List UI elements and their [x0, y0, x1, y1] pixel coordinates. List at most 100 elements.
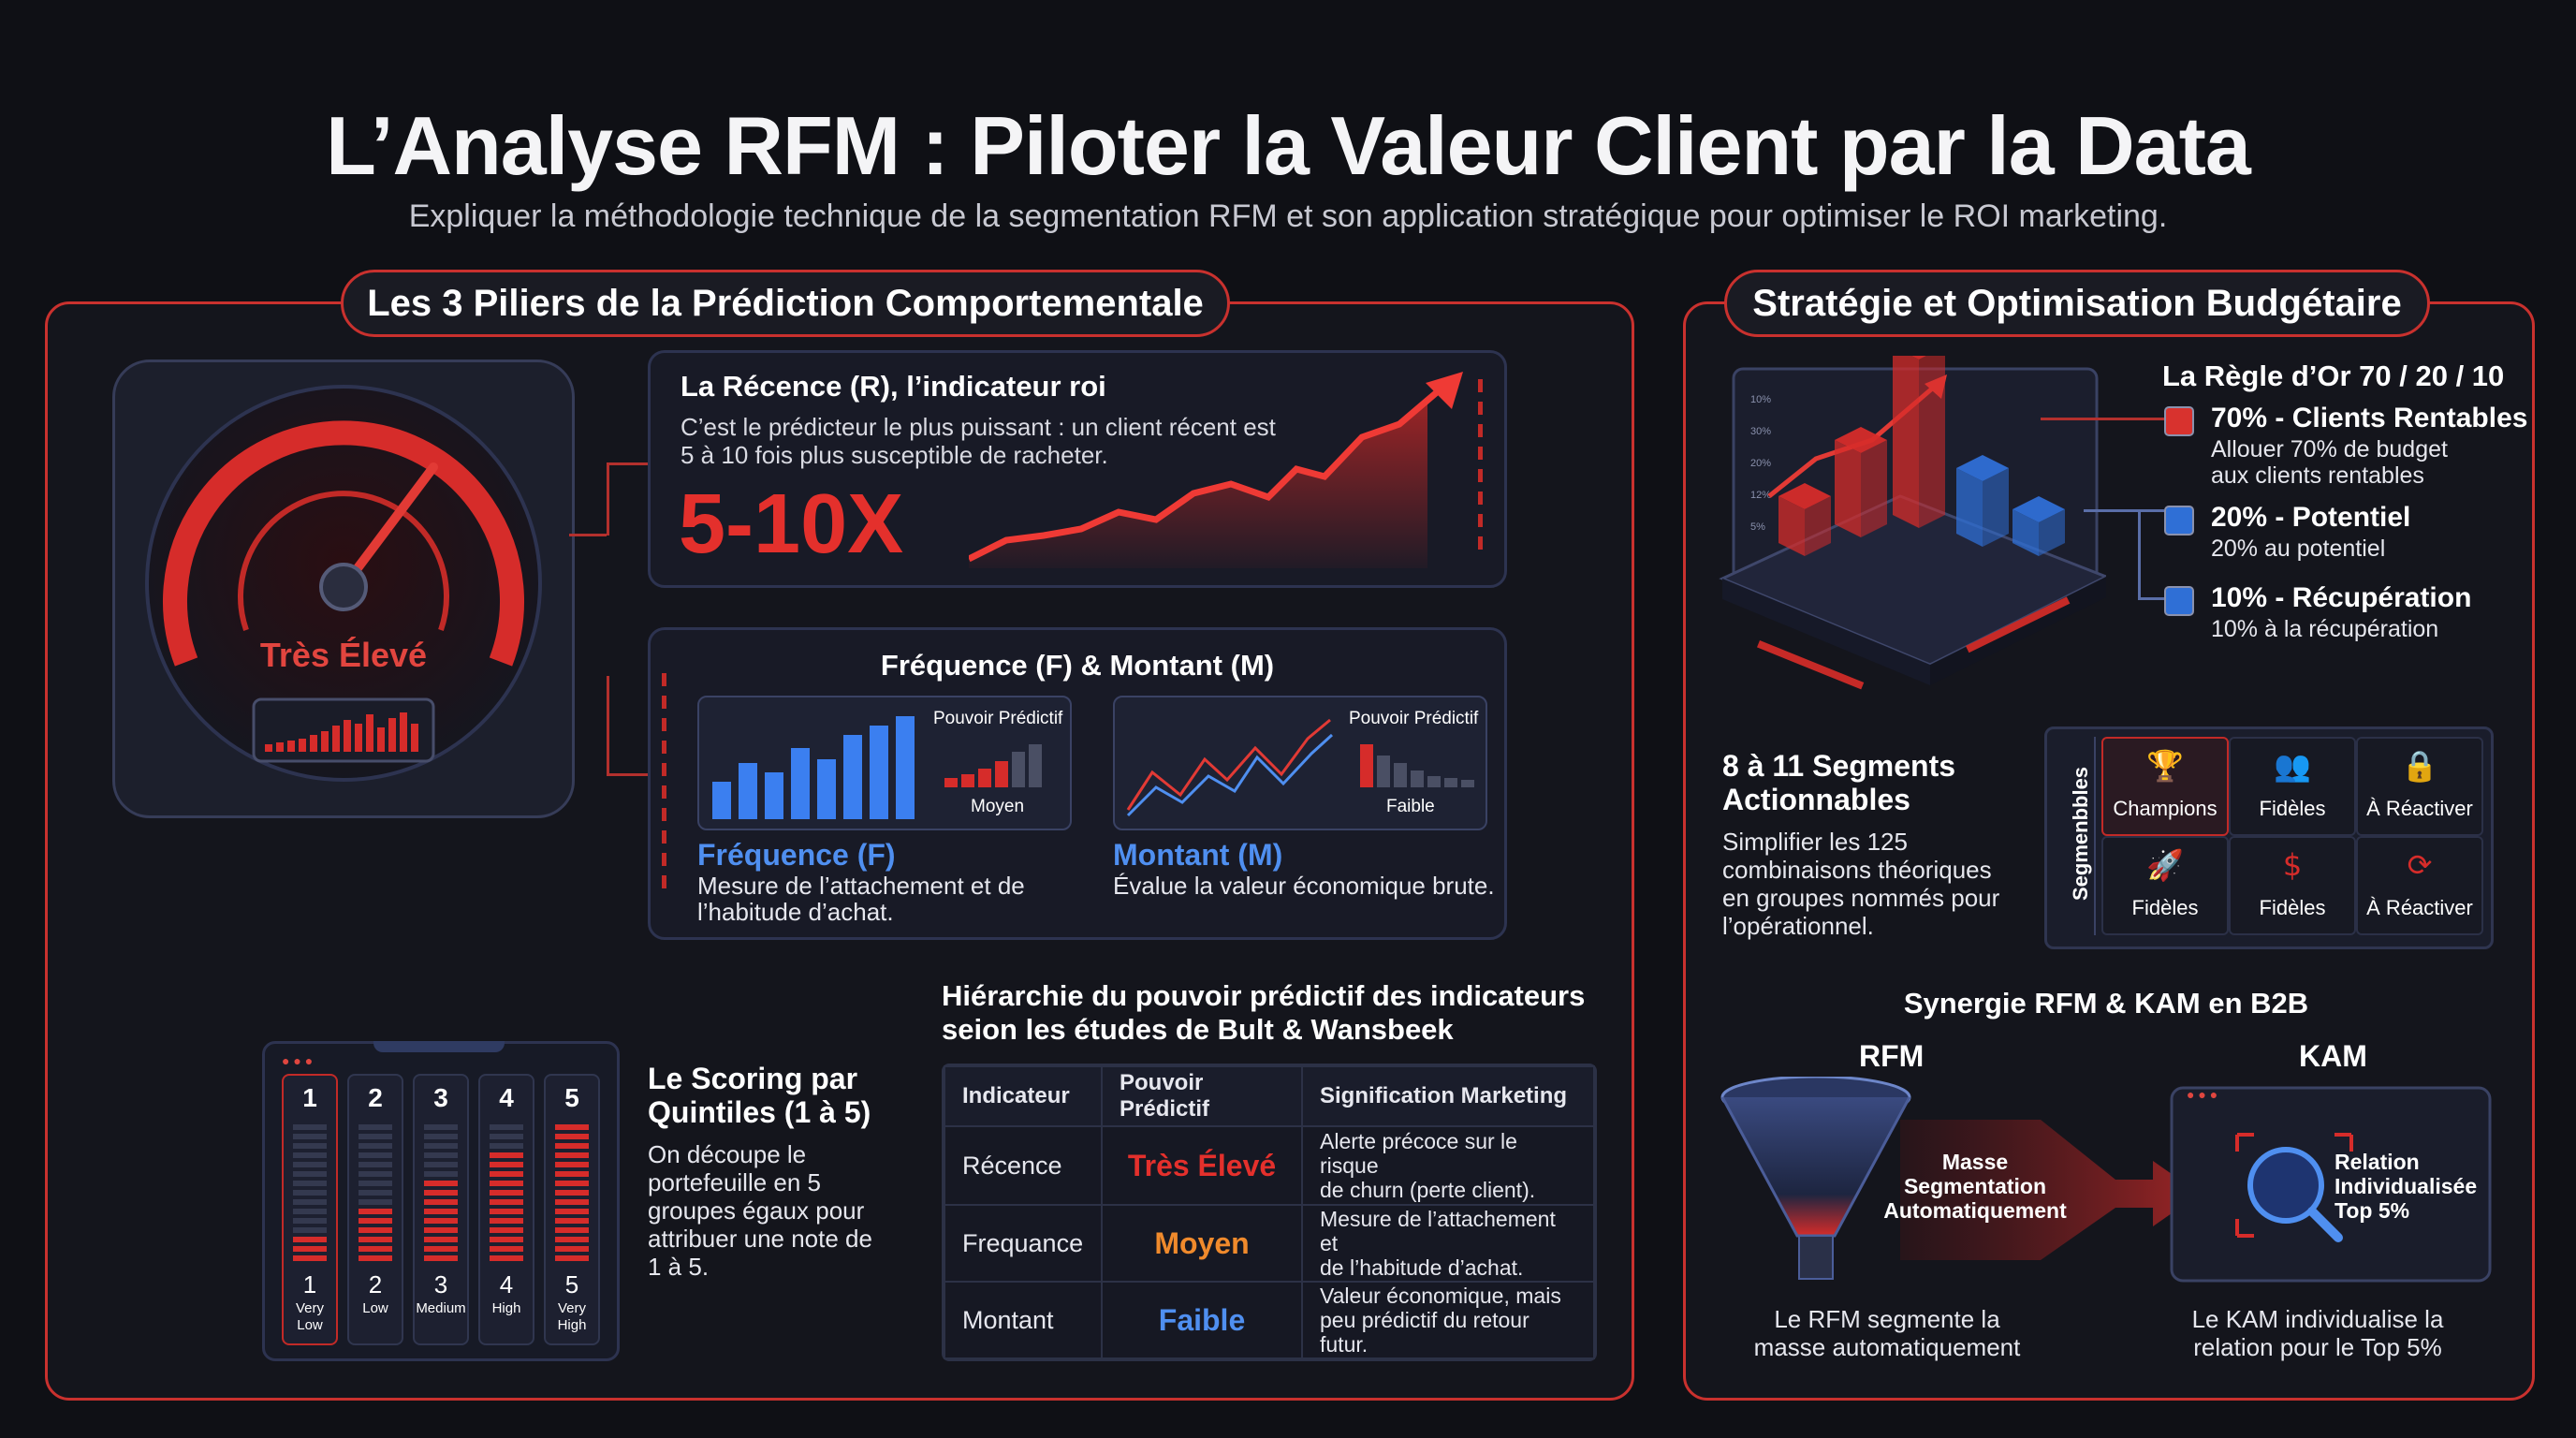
quintile-number: 5 — [564, 1270, 579, 1299]
recency-card: La Récence (R), l’indicateur roi C’est l… — [648, 350, 1507, 588]
funnel-text-line: Segmentation — [1903, 1174, 2047, 1198]
synergy-title: Synergie RFM & KAM en B2B — [1903, 987, 2309, 1020]
frequency-bar — [896, 716, 915, 819]
montant-power-bar — [1360, 744, 1373, 787]
frequency-bar — [870, 726, 888, 819]
quintile-label-line1: Very — [295, 1300, 324, 1316]
frequency-power-bar — [995, 761, 1008, 787]
rfm-caption-line2: masse automatiquement — [1753, 1333, 2021, 1361]
fm-side-bar — [662, 673, 666, 898]
kam-text-line: Individualisée — [2334, 1174, 2478, 1198]
quintile-bar-fill — [424, 1181, 458, 1265]
segments-desc-line: l’opérationnel. — [1722, 912, 1874, 940]
frequency-power-bar — [1029, 744, 1042, 787]
montant-badge-value: Faible — [1386, 797, 1435, 816]
rule-line1: 10% à la récupération — [2211, 616, 2439, 642]
chart-cube — [2012, 496, 2065, 556]
rule-line1: Allouer 70% de budget — [2211, 436, 2448, 462]
montant-chart-panel: Pouvoir Prédictif Faible — [1113, 696, 1487, 830]
synergy-illustration: ● ● ● — [1720, 1077, 2492, 1283]
refresh-icon: ⟳ — [2407, 847, 2433, 883]
table-cell-indicator: Montant — [944, 1281, 1103, 1359]
scoring-desc-line: portefeuille en 5 — [648, 1168, 822, 1196]
segments-desc-line: combinaisons théoriques — [1722, 856, 1992, 884]
table-cell-indicator: Récence — [944, 1125, 1103, 1206]
scoring-title-line1: Le Scoring par — [648, 1062, 858, 1095]
table-cell-power: Moyen — [1101, 1204, 1303, 1283]
chart-tick-label: 30% — [1750, 426, 1771, 437]
frequency-badge-value: Moyen — [971, 797, 1025, 816]
segment-label: Fidèles — [2131, 896, 2199, 919]
segment-label: Fidèles — [2259, 797, 2326, 820]
gauge-mini-bar — [411, 724, 418, 752]
quintile-top-number: 2 — [368, 1083, 383, 1112]
frequency-badge: Pouvoir Prédictif — [933, 709, 1063, 728]
montant-power-bar — [1427, 776, 1441, 787]
recency-text-line2: 5 à 10 fois plus susceptible de racheter… — [681, 441, 1108, 469]
meaning-line1: Alerte précoce sur le risque — [1320, 1129, 1517, 1178]
rule-title: 20% - Potentiel — [2211, 502, 2411, 533]
gauge-mini-bar — [377, 727, 385, 752]
gauge-mini-bar — [299, 739, 306, 752]
montant-power-bar — [1461, 780, 1474, 787]
chart-cube — [1956, 455, 2009, 547]
frequency-power-bar — [944, 778, 958, 787]
connector — [607, 462, 609, 536]
left-section-title: Les 3 Piliers de la Prédiction Comportem… — [341, 270, 1230, 337]
rfm-caption-line1: Le RFM segmente la — [1774, 1305, 2000, 1333]
frequency-bar — [765, 772, 783, 819]
montant-power-bar — [1377, 756, 1390, 787]
frequency-bar-chart — [712, 716, 1042, 819]
frequency-power-bar — [978, 769, 991, 787]
quintile-top-number: 5 — [564, 1083, 579, 1112]
rfm-label: RFM — [1859, 1039, 1925, 1073]
segment-label: Champions — [2113, 797, 2217, 820]
quintile-label-line2: Low — [297, 1317, 323, 1333]
gauge-mini-bar — [388, 718, 396, 752]
frequency-title: Fréquence (F) — [697, 838, 896, 872]
segment-cell: 🚀 Fidèles — [2101, 836, 2229, 935]
frequency-bar — [791, 748, 810, 819]
table-header-row: Indicateur Pouvoir Prédictif Significati… — [944, 1065, 1595, 1127]
gauge-mini-bar — [321, 731, 329, 752]
segment-cell: 🏆 Champions — [2101, 737, 2229, 836]
segments-desc-line: en groupes nommés pour — [1722, 884, 2000, 912]
rule-line1: 20% au potentiel — [2211, 536, 2386, 562]
quintile-top-number: 4 — [499, 1083, 514, 1112]
table-cell-power: Très Élevé — [1101, 1125, 1303, 1206]
quintile-bar-fill — [490, 1152, 523, 1265]
connector — [607, 773, 650, 776]
scoring-desc-line: On découpe le — [648, 1140, 807, 1168]
frequency-power-bar — [1012, 752, 1025, 787]
quintile-bar-fill — [359, 1209, 392, 1265]
montant-line-chart — [1126, 718, 1474, 817]
scoring-desc-line: attribuer une note de — [648, 1225, 872, 1253]
table-header-indicator: Indicateur — [944, 1065, 1103, 1127]
quintile-label-line1: Very — [557, 1300, 586, 1316]
connector — [2138, 509, 2141, 599]
chart-tick-label: 5% — [1750, 521, 1765, 533]
gauge-label: Très Élevé — [259, 636, 428, 674]
segment-cell: ⟳ À Réactiver — [2356, 836, 2483, 935]
quintile-bar-fill — [293, 1237, 327, 1265]
chart-tick-label: 12% — [1750, 490, 1771, 501]
scoring-title-line2: Quintiles (1 à 5) — [648, 1095, 871, 1129]
scoring-desc-line: groupes égaux pour — [648, 1196, 865, 1225]
table-cell-meaning: Valeur économique, mais peu prédictif du … — [1301, 1281, 1595, 1359]
montant-badge: Pouvoir Prédictif — [1349, 709, 1479, 728]
connector — [2084, 509, 2164, 512]
quintile-label-line1: Low — [362, 1300, 388, 1316]
quintile-label-line2: High — [557, 1317, 587, 1333]
quintile-column: 1 1 Very Low — [282, 1074, 338, 1345]
quintile-label-line1: Medium — [416, 1300, 466, 1316]
frequency-bar — [712, 782, 731, 819]
gauge-mini-bar — [344, 720, 351, 752]
funnel-text-line: Masse — [1941, 1150, 2009, 1174]
segments-desc-line: Simplifier les 125 — [1722, 828, 1908, 856]
meaning-line1: Valeur économique, mais — [1320, 1284, 1561, 1308]
meaning-line2: de l’habitude d’achat. — [1320, 1255, 1524, 1280]
rule-marker — [2164, 406, 2194, 436]
table-header-meaning: Signification Marketing — [1301, 1065, 1595, 1127]
rule-marker — [2164, 506, 2194, 536]
connector — [2041, 418, 2164, 420]
